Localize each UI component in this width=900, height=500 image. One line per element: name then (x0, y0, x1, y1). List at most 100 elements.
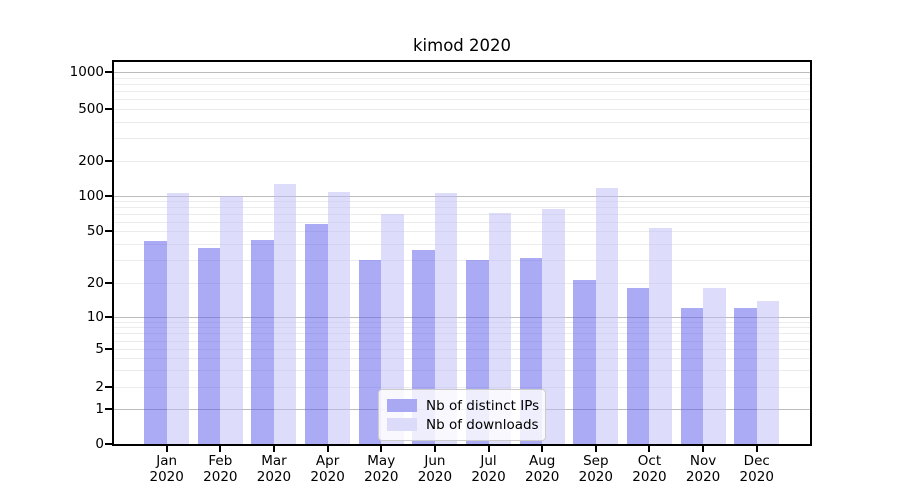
minor-gridline (114, 283, 810, 284)
minor-gridline (114, 231, 810, 232)
x-tick-label: Mar 2020 (256, 453, 292, 485)
legend-item: Nb of distinct IPs (387, 396, 540, 415)
x-tick-label: May 2020 (364, 453, 399, 485)
legend: Nb of distinct IPs Nb of downloads (378, 389, 546, 441)
bar-dec-downloads (756, 300, 780, 444)
bar-nov-downloads (703, 288, 726, 444)
y-tick-mark (105, 71, 112, 73)
minor-gridline (114, 349, 810, 350)
major-gridline (114, 196, 810, 197)
bar-mar-distinct-ips (251, 239, 274, 444)
minor-gridline (114, 137, 810, 139)
x-tick-mark (433, 446, 436, 452)
y-tick-label: 2 (95, 379, 104, 395)
y-tick-label: 1000 (69, 64, 104, 80)
minor-gridline (114, 327, 810, 329)
x-tick-mark (380, 446, 383, 452)
minor-gridline (114, 77, 810, 79)
x-tick-mark (755, 446, 758, 452)
minor-gridline (114, 207, 810, 209)
x-tick-label: Jul 2020 (471, 453, 506, 485)
bar-jul-downloads (488, 213, 512, 444)
y-tick-mark (105, 160, 112, 162)
minor-gridline (114, 358, 810, 360)
bar-apr-downloads (327, 192, 351, 444)
minor-gridline (114, 387, 810, 388)
y-tick-label: 500 (78, 101, 104, 117)
minor-gridline (114, 370, 810, 372)
y-tick-mark (105, 442, 112, 445)
bar-oct-distinct-ips (626, 288, 650, 444)
bar-feb-downloads (220, 196, 243, 444)
x-tick-mark (541, 446, 544, 452)
y-tick-mark (105, 408, 112, 410)
x-tick-label: Oct 2020 (632, 453, 667, 485)
bar-nov-distinct-ips (680, 308, 704, 444)
minor-gridline (114, 214, 810, 215)
y-tick-label: 1 (95, 401, 104, 417)
bar-may-downloads (381, 214, 404, 444)
y-tick-label: 0 (95, 435, 104, 452)
bar-oct-downloads (649, 228, 672, 444)
major-gridline (114, 317, 810, 318)
y-tick-mark (105, 230, 112, 232)
x-tick-mark (272, 446, 275, 452)
x-tick-label: Dec 2020 (739, 453, 774, 485)
legend-label: Nb of downloads (426, 416, 539, 433)
minor-gridline (114, 340, 810, 342)
x-tick-mark (648, 446, 651, 452)
bar-apr-distinct-ips (305, 224, 328, 444)
bar-jan-downloads (166, 193, 190, 444)
y-tick-mark (105, 108, 112, 110)
x-tick-label: Jan 2020 (149, 453, 184, 485)
minor-gridline (114, 243, 810, 245)
plot-area: Nb of distinct IPs Nb of downloads (112, 60, 812, 446)
bar-may-distinct-ips (358, 260, 382, 444)
y-tick-mark (105, 282, 112, 284)
bar-jan-distinct-ips (144, 240, 167, 444)
y-tick-label: 5 (95, 341, 104, 357)
x-tick-label: Apr 2020 (310, 453, 345, 485)
y-tick-label: 20 (86, 275, 104, 291)
minor-gridline (114, 333, 810, 335)
bar-aug-downloads (542, 209, 565, 444)
legend-label: Nb of distinct IPs (426, 397, 540, 414)
minor-gridline (114, 99, 810, 101)
y-tick-mark (105, 386, 112, 388)
bar-mar-downloads (273, 183, 297, 444)
y-tick-label: 100 (78, 188, 104, 204)
minor-gridline (114, 109, 810, 110)
x-tick-mark (219, 446, 222, 452)
bar-feb-distinct-ips (197, 248, 221, 444)
minor-gridline (114, 161, 810, 162)
minor-gridline (114, 121, 810, 123)
x-tick-mark (702, 446, 705, 452)
major-gridline (114, 72, 810, 73)
bar-jun-downloads (434, 192, 458, 444)
x-tick-mark (165, 446, 168, 452)
y-tick-label: 50 (86, 223, 104, 239)
x-tick-label: Jun 2020 (417, 453, 453, 485)
legend-swatch-distinct-ips (387, 399, 417, 412)
x-tick-label: Feb 2020 (203, 453, 238, 485)
x-tick-mark (326, 446, 329, 452)
x-tick-label: Nov 2020 (685, 453, 721, 485)
y-tick-label: 200 (78, 153, 104, 169)
bar-sep-distinct-ips (573, 280, 596, 444)
y-tick-mark (105, 316, 112, 318)
x-tick-mark (594, 446, 597, 452)
y-tick-mark (105, 348, 112, 350)
x-tick-label: Aug 2020 (524, 453, 560, 485)
bar-dec-distinct-ips (734, 308, 757, 444)
legend-swatch-downloads (387, 418, 417, 431)
x-tick-label: Sep 2020 (578, 453, 613, 485)
minor-gridline (114, 83, 810, 85)
bar-sep-downloads (595, 187, 619, 444)
minor-gridline (114, 259, 810, 261)
minor-gridline (114, 91, 810, 93)
legend-item: Nb of downloads (387, 415, 539, 434)
y-tick-label: 10 (86, 309, 104, 325)
minor-gridline (114, 321, 810, 323)
minor-gridline (114, 221, 810, 223)
